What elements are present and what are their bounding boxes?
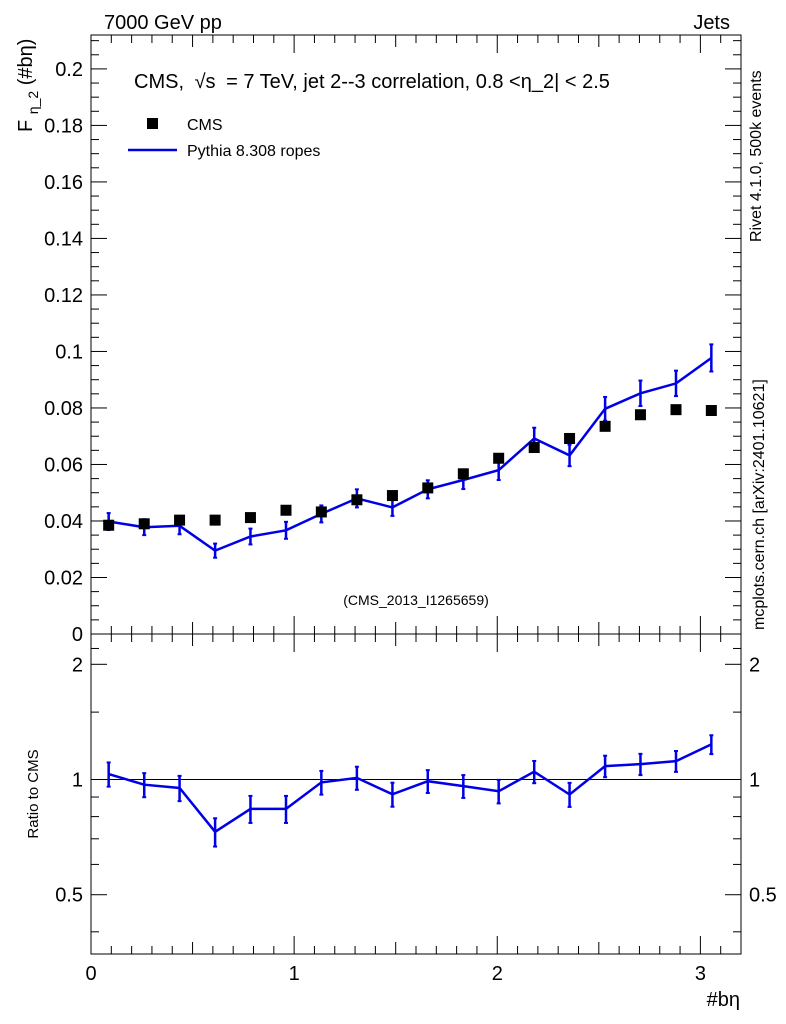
- title-sqrt-s: √s: [195, 71, 216, 93]
- main-ytick-label: 0.18: [44, 115, 83, 137]
- main-ytick-label: 0.02: [44, 567, 83, 589]
- ratio-axes: 0 1 2 3 0.5 0.5 1 1 2 2: [55, 634, 777, 985]
- cms-data-point: [315, 506, 327, 518]
- legend-cms-marker: [147, 118, 158, 129]
- x-axis-label: #bη: [707, 989, 740, 1011]
- main-ytick-label: 0.06: [44, 454, 83, 476]
- ratio-ytick-label-right: 0.5: [749, 885, 777, 907]
- ylabel-tail: (#bη): [15, 39, 37, 86]
- main-ytick-label: 0.04: [44, 511, 83, 533]
- ratio-ytick-label-right: 1: [749, 770, 760, 792]
- main-series: [103, 343, 717, 559]
- title-suffix: = 7 TeV, jet 2--3 correlation, 0.8 <η_2|…: [226, 71, 610, 93]
- main-title: CMS, √s = 7 TeV, jet 2--3 correlation, 0…: [134, 71, 610, 93]
- cms-data-point: [670, 404, 682, 416]
- cms-data-point: [386, 490, 398, 502]
- main-ytick-label: 0.12: [44, 285, 83, 307]
- ratio-xtick-label: 2: [492, 963, 503, 985]
- cms-data-point: [422, 482, 434, 494]
- rivet-version-label: Rivet 4.1.0, 500k events: [748, 70, 765, 242]
- main-ytick-label: 0.2: [55, 59, 83, 81]
- analysis-id: (CMS_2013_I1265659): [343, 592, 489, 608]
- main-ylabel: F η_2 (#bη): [15, 39, 43, 132]
- main-ytick-label: 0.08: [44, 398, 83, 420]
- legend-pythia-label: Pythia 8.308 ropes: [187, 143, 320, 160]
- cms-data-point: [528, 442, 540, 454]
- ratio-xtick-label: 3: [695, 963, 706, 985]
- mcplots-label: mcplots.cern.ch [arXiv:2401.10621]: [751, 379, 768, 630]
- ratio-xtick-label: 1: [289, 963, 300, 985]
- ratio-xtick-label: 0: [85, 963, 96, 985]
- cms-data-point: [244, 512, 256, 524]
- ratio-ylabel: Ratio to CMS: [25, 749, 42, 838]
- ylabel-subscript: η_2: [25, 91, 41, 115]
- title-prefix: CMS,: [134, 71, 184, 93]
- cms-data-point: [493, 452, 505, 464]
- cms-data-point: [705, 405, 717, 417]
- main-ytick-label: 0.1: [55, 341, 83, 363]
- cms-data-point: [209, 514, 221, 526]
- cms-data-point: [174, 514, 186, 526]
- ratio-ytick-label: 0.5: [55, 885, 83, 907]
- cms-data-point: [457, 468, 469, 480]
- main-axes: 0 0.02 0.04 0.06 0.08 0.1 0.12 0.14 0.16 0.18 0.2: [44, 35, 742, 646]
- header-process: Jets: [693, 12, 730, 34]
- cms-data-point: [351, 494, 363, 506]
- main-ytick-label: 0: [72, 624, 83, 646]
- pythia-line: [108, 356, 713, 553]
- main-ytick-label: 0.16: [44, 172, 83, 194]
- ratio-line: [108, 743, 712, 834]
- ylabel-main: F: [15, 120, 37, 132]
- ratio-ytick-label: 2: [72, 654, 83, 676]
- main-ytick-label: 0.14: [44, 228, 83, 250]
- ratio-frame: [90, 633, 742, 955]
- cms-data-point: [138, 518, 150, 530]
- cms-data-point: [564, 432, 576, 444]
- ratio-ytick-label: 1: [72, 770, 83, 792]
- ratio-series: [106, 734, 714, 848]
- legend-cms-label: CMS: [187, 117, 223, 134]
- ratio-ytick-label-right: 2: [749, 654, 760, 676]
- header-energy: 7000 GeV pp: [104, 12, 222, 34]
- cms-data-point: [103, 519, 115, 531]
- cms-data-point: [280, 504, 292, 516]
- cms-data-point: [634, 409, 646, 421]
- cms-data-point: [599, 420, 611, 432]
